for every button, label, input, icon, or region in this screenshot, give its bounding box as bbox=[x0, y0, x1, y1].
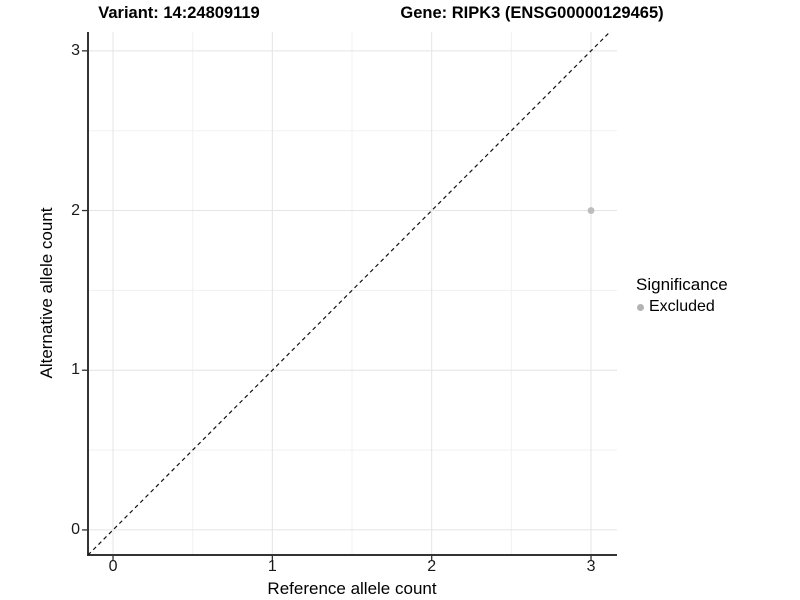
data-point bbox=[587, 207, 595, 214]
legend-item-label: Excluded bbox=[649, 298, 715, 315]
x-tick-label: 2 bbox=[427, 558, 437, 575]
plot-title-gene: Gene: RIPK3 (ENSG00000129465) bbox=[400, 4, 664, 22]
y-tick-label: 2 bbox=[71, 201, 80, 219]
y-tick-label: 0 bbox=[71, 520, 80, 538]
legend-key-dot bbox=[637, 303, 644, 311]
legend-item-excluded: Excluded bbox=[636, 298, 728, 316]
x-tick-label: 1 bbox=[267, 558, 277, 575]
plot-title-variant: Variant: 14:24809119 bbox=[98, 4, 260, 22]
legend-title: Significance bbox=[636, 275, 728, 294]
x-axis-title: Reference allele count bbox=[267, 579, 437, 598]
x-tick-label: 0 bbox=[108, 558, 118, 575]
y-axis-title: Alternative allele count bbox=[37, 207, 56, 379]
y-tick-label: 1 bbox=[71, 361, 80, 379]
identity-line bbox=[87, 31, 611, 556]
y-tick-label: 3 bbox=[71, 41, 80, 59]
legend: Significance Excluded bbox=[636, 275, 728, 316]
x-tick-label: 3 bbox=[586, 558, 596, 575]
